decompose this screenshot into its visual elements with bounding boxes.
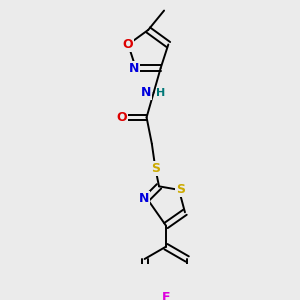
- Text: N: N: [129, 61, 139, 75]
- Text: O: O: [117, 111, 127, 124]
- Text: O: O: [122, 38, 133, 51]
- Text: S: S: [176, 183, 185, 196]
- Text: H: H: [156, 88, 166, 98]
- Text: N: N: [139, 192, 149, 205]
- Text: S: S: [151, 162, 160, 175]
- Text: F: F: [162, 291, 170, 300]
- Text: N: N: [141, 86, 151, 99]
